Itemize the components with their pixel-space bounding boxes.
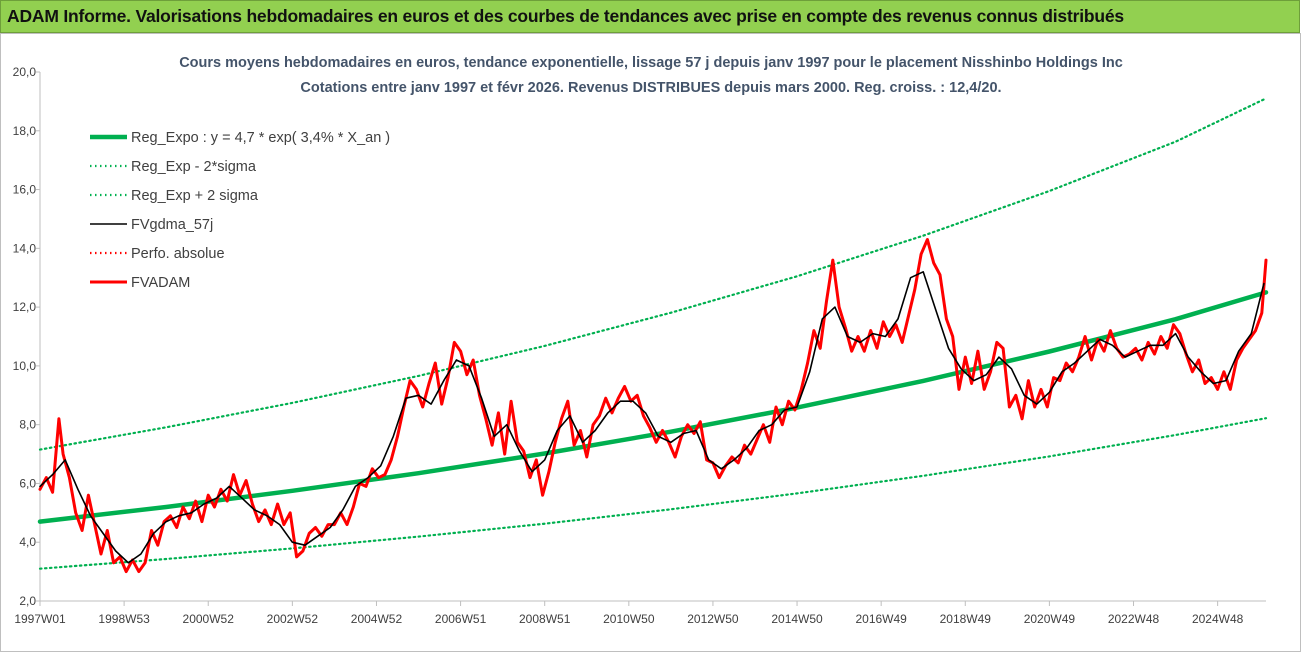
y-tick-label: 20,0 xyxy=(13,65,37,79)
y-tick-label: 6,0 xyxy=(19,476,36,490)
series-line-fvgdma-57j xyxy=(39,271,1265,564)
series-line-reg-expo xyxy=(37,290,1269,524)
legend-label: FVgdma_57j xyxy=(131,217,213,233)
legend-label: Perfo. absolue xyxy=(131,246,225,262)
x-tick-label: 2004W52 xyxy=(351,612,403,626)
x-tick-label: 2010W50 xyxy=(603,612,655,626)
legend-label: Reg_Exp + 2 sigma xyxy=(131,188,259,204)
chart-title: Cours moyens hebdomadaires en euros, ten… xyxy=(179,55,1123,71)
y-tick-label: 14,0 xyxy=(13,241,37,255)
x-tick-label: 2000W52 xyxy=(183,612,235,626)
y-tick-label: 18,0 xyxy=(13,124,37,138)
x-tick-label: 2006W51 xyxy=(435,612,487,626)
series-layer xyxy=(37,97,1269,574)
x-tick-label: 2002W52 xyxy=(267,612,319,626)
x-tick-label: 1998W53 xyxy=(98,612,150,626)
x-tick-label: 2018W49 xyxy=(940,612,992,626)
y-tick-label: 12,0 xyxy=(13,300,37,314)
report-banner: ADAM Informe. Valorisations hebdomadaire… xyxy=(0,0,1300,33)
chart: Cours moyens hebdomadaires en euros, ten… xyxy=(13,55,1269,626)
legend-label: FVADAM xyxy=(131,275,190,291)
x-tick-label: 2016W49 xyxy=(855,612,907,626)
report-title: ADAM Informe. Valorisations hebdomadaire… xyxy=(7,6,1124,26)
x-tick-label: 2008W51 xyxy=(519,612,571,626)
legend: Reg_Expo : y = 4,7 * exp( 3,4% * X_an ) R… xyxy=(90,130,390,291)
axes: 2,0 4,0 6,0 8,0 10,0 12,0 14,0 16,0 18,0 20,0 1997… xyxy=(13,65,1266,626)
y-tick-label: 2,0 xyxy=(19,594,36,608)
x-tick-label: 1997W01 xyxy=(14,612,66,626)
x-tick-label: 2024W48 xyxy=(1192,612,1244,626)
series-line-fvadam xyxy=(38,238,1268,574)
chart-subtitle: Cotations entre janv 1997 et févr 2026. … xyxy=(300,80,1001,96)
y-tick-label: 10,0 xyxy=(13,359,37,373)
y-tick-label: 4,0 xyxy=(19,535,36,549)
x-tick-label: 2012W50 xyxy=(687,612,739,626)
y-tick-label: 16,0 xyxy=(13,183,37,197)
x-tick-label: 2022W48 xyxy=(1108,612,1160,626)
series-line-reg-exp xyxy=(38,97,1268,451)
legend-label: Reg_Expo : y = 4,7 * exp( 3,4% * X_an ) xyxy=(131,130,390,146)
x-tick-label: 2020W49 xyxy=(1024,612,1076,626)
legend-label: Reg_Exp - 2*sigma xyxy=(131,159,257,175)
y-tick-label: 8,0 xyxy=(19,418,36,432)
series-line-reg-exp xyxy=(38,417,1268,570)
x-tick-label: 2014W50 xyxy=(771,612,823,626)
